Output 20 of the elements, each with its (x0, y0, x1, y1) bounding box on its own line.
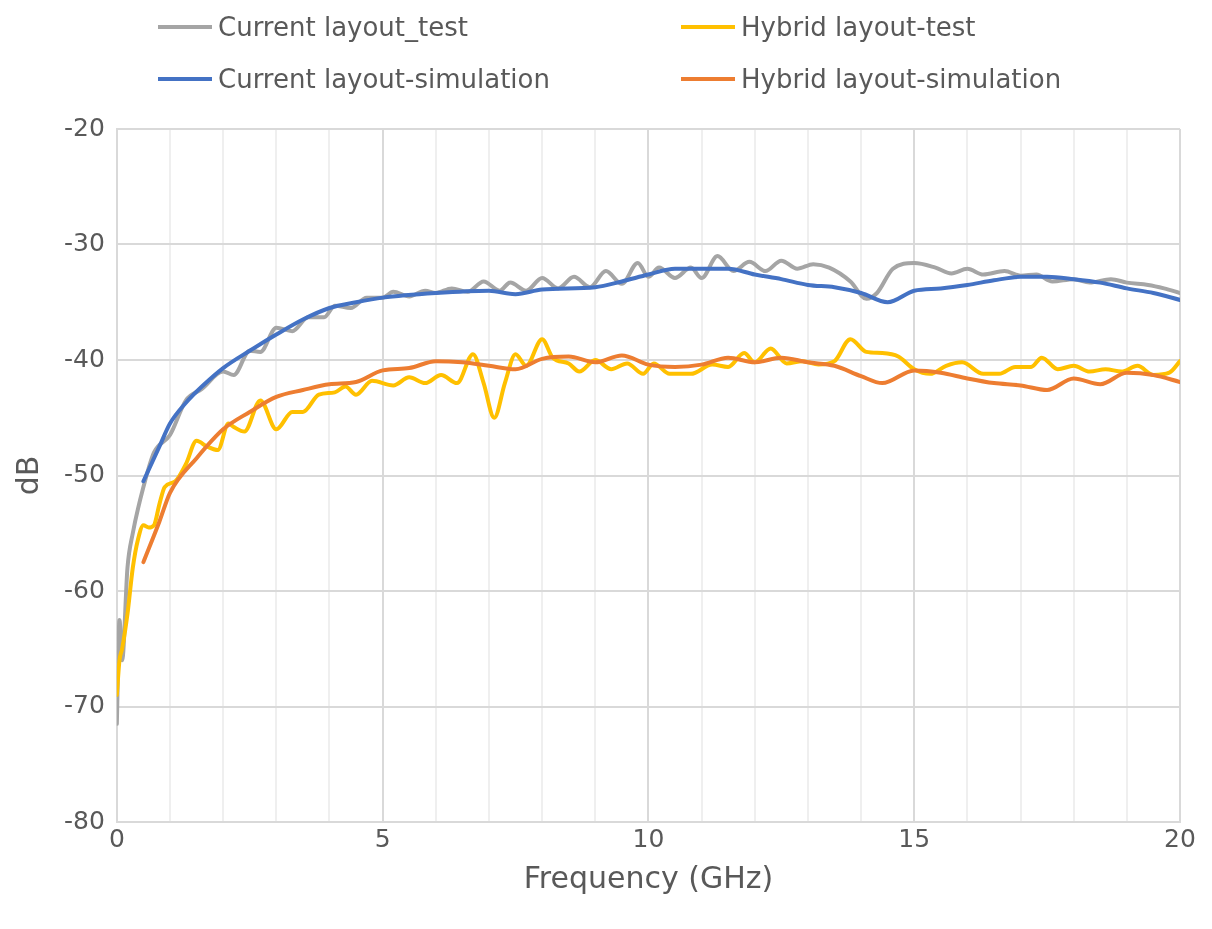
line-series (141, 353, 1180, 565)
legend-label: Current layout-simulation (218, 64, 550, 94)
x-tick-label: 10 (632, 823, 665, 853)
y-tick-label: -30 (63, 228, 105, 257)
y-tick-label: -70 (63, 690, 105, 719)
y-tick-label: -80 (63, 805, 105, 835)
legend-label: Hybrid layout-simulation (741, 64, 1062, 94)
line-series (141, 266, 1180, 484)
x-tick-label: 20 (1164, 823, 1196, 853)
legend-label: Current layout_test (218, 12, 468, 42)
y-tick-label: -20 (63, 112, 105, 142)
y-axis-title: dB (9, 455, 45, 496)
y-tick-label: -40 (63, 343, 105, 373)
legend-label: Hybrid layout-test (741, 12, 976, 42)
x-tick-label: 15 (898, 823, 931, 853)
x-tick-label: 0 (108, 823, 125, 853)
x-axis-title: Frequency (GHz) (523, 859, 774, 895)
x-tick-label: 5 (374, 823, 391, 853)
y-tick-label: -50 (63, 459, 105, 488)
y-tick-label: -60 (63, 574, 105, 604)
